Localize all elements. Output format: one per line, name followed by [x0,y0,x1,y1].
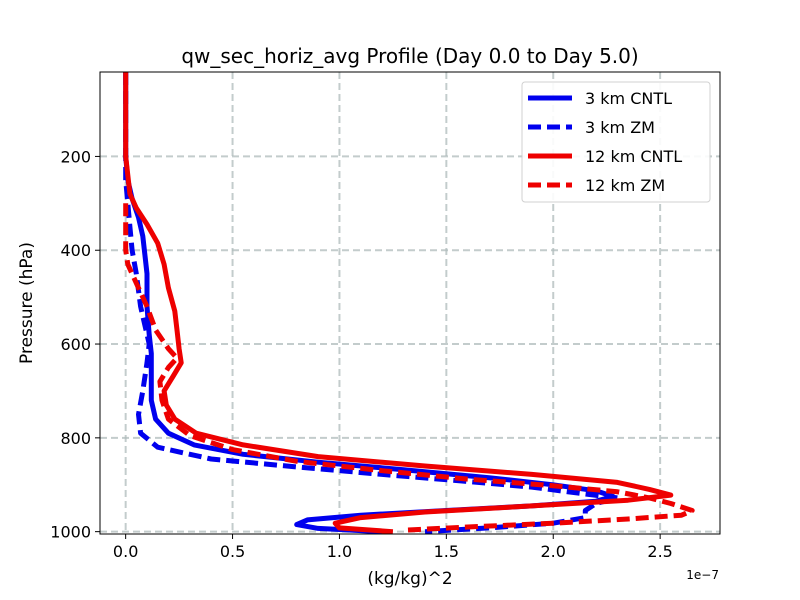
series-layer [123,72,695,535]
legend-label: 12 km CNTL [585,147,682,166]
y-tick-label: 400 [60,241,91,260]
legend-label: 3 km ZM [585,118,655,137]
series-line-12-km-cntl [123,72,674,535]
x-offset-label: 1e−7 [686,568,719,582]
x-axis-label: (kg/kg)^2 [367,569,452,589]
x-tick-label: 1.0 [327,542,352,561]
legend-box [521,81,711,203]
ticks: 0.0 0.5 1.0 1.5 2.0 2.5 200 400 600 800 1000 [50,147,673,561]
legend: 3 km CNTL 3 km ZM 12 km CNTL 12 km ZM [521,81,711,203]
x-tick-label: 0.0 [113,542,138,561]
y-tick-label: 800 [60,429,91,448]
x-tick-label: 2.0 [541,542,566,561]
x-tick-label: 1.5 [434,542,459,561]
x-tick-label: 2.5 [647,542,672,561]
y-tick-label: 200 [60,147,91,166]
series-line-3-km-zm [123,72,620,535]
chart-title: qw_sec_horiz_avg Profile (Day 0.0 to Day… [181,44,638,68]
legend-label: 12 km ZM [585,176,665,195]
y-tick-label: 600 [60,335,91,354]
y-axis-label: Pressure (hPa) [17,242,37,364]
plot-frame [99,71,721,535]
x-tick-label: 0.5 [220,542,245,561]
y-tick-label: 1000 [50,523,91,542]
legend-label: 3 km CNTL [585,89,672,108]
